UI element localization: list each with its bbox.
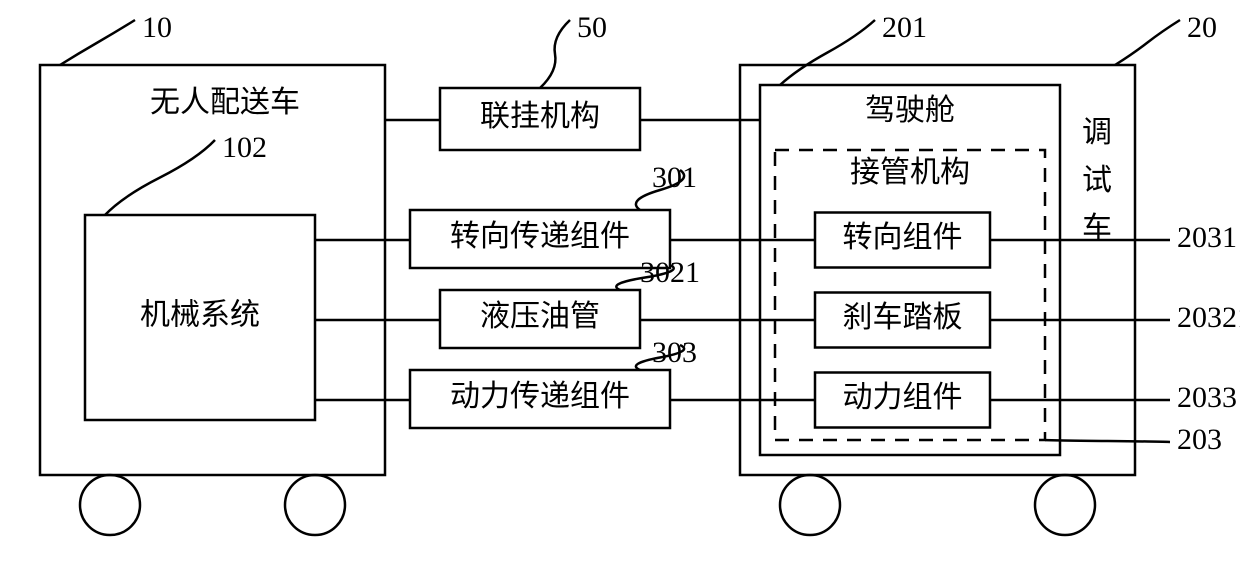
wheel-icon (80, 475, 140, 535)
ref-right-item: 2031 (1177, 221, 1237, 254)
ref-301: 301 (652, 161, 697, 194)
ref-3021: 3021 (640, 256, 700, 289)
ref-203: 203 (1177, 423, 1222, 456)
takeover-mechanism-label: 接管机构 (850, 156, 970, 189)
wheel-icon (1035, 475, 1095, 535)
leader-line (1115, 20, 1180, 65)
wheel-icon (780, 475, 840, 535)
ref-50: 50 (577, 11, 607, 44)
center-block-label: 联挂机构 (480, 100, 600, 133)
left-vehicle-box (40, 65, 385, 475)
right-item-label: 刹车踏板 (843, 301, 963, 334)
right-vehicle-title-char: 调 (1082, 116, 1112, 149)
right-vehicle-title-char: 试 (1082, 164, 1112, 197)
center-block-label: 动力传递组件 (450, 380, 630, 413)
leader-line (540, 20, 570, 88)
wheel-icon (285, 475, 345, 535)
leader-line (60, 20, 135, 65)
ref-right-item: 20321 (1177, 301, 1240, 334)
block-diagram: 无人配送车机械系统调试车驾驶舱接管机构转向组件刹车踏板动力组件联挂机构转向传递组… (0, 0, 1240, 571)
ref-201: 201 (882, 11, 927, 44)
right-item-label: 转向组件 (843, 221, 963, 254)
center-block-label: 液压油管 (480, 300, 600, 333)
ref-303: 303 (652, 336, 697, 369)
leader-line (1045, 440, 1170, 442)
cabin-label: 驾驶舱 (865, 94, 955, 127)
leader-line (105, 140, 215, 215)
ref-102: 102 (222, 131, 267, 164)
left-vehicle-title: 无人配送车 (150, 86, 300, 119)
mechanical-system-label: 机械系统 (140, 298, 260, 331)
center-block-label: 转向传递组件 (450, 220, 630, 253)
leader-line (780, 20, 875, 85)
ref-20: 20 (1187, 11, 1217, 44)
ref-right-item: 2033 (1177, 381, 1237, 414)
ref-10: 10 (142, 11, 172, 44)
right-item-label: 动力组件 (843, 381, 963, 414)
